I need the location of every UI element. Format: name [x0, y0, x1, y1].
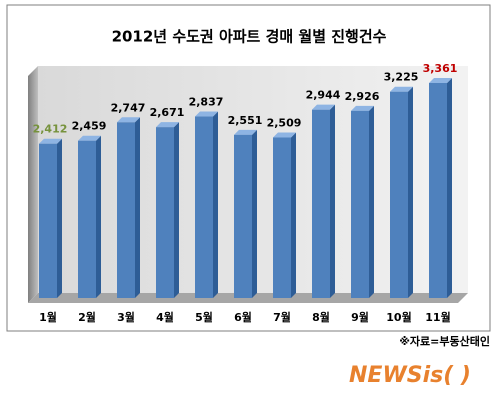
bar-top — [39, 138, 62, 144]
chart-title: 2012년 수도권 아파트 경매 월별 진행건수 — [112, 28, 387, 46]
bar-side — [135, 117, 140, 298]
value-label: 2,509 — [267, 117, 302, 130]
bar-side — [408, 86, 413, 298]
bar-top — [78, 135, 101, 141]
value-label: 2,671 — [150, 106, 185, 119]
bar — [351, 110, 369, 298]
value-label: 2,459 — [72, 120, 107, 133]
bar-top — [195, 111, 218, 117]
bar — [390, 91, 408, 298]
source-note: ※자료=부동산태인 — [399, 334, 490, 348]
bar — [273, 137, 291, 298]
x-tick-label: 7월 — [273, 310, 291, 324]
watermark: NEWSis( ) — [349, 363, 471, 388]
bar-side — [96, 135, 101, 298]
x-tick-label: 5월 — [195, 310, 213, 324]
bar-top — [390, 86, 413, 92]
bar-top — [117, 117, 140, 123]
bar-side — [369, 105, 374, 298]
value-label: 2,551 — [228, 114, 263, 127]
bar-side — [57, 138, 62, 298]
bar-side — [252, 129, 257, 298]
x-tick-label: 1월 — [39, 310, 57, 324]
side-wall — [28, 66, 38, 303]
bar-top — [156, 122, 179, 128]
bar — [312, 109, 330, 298]
bar — [117, 122, 135, 298]
bar-top — [273, 132, 296, 138]
value-label: 2,837 — [189, 96, 224, 109]
x-tick-label: 10월 — [386, 310, 411, 324]
bar-top — [351, 105, 374, 111]
bar-side — [330, 104, 335, 298]
bar-top — [429, 78, 452, 83]
bar-side — [174, 122, 179, 299]
bar — [429, 83, 447, 298]
bar — [156, 127, 174, 299]
value-label: 3,225 — [384, 71, 419, 84]
x-tick-label: 4월 — [156, 310, 174, 324]
value-label: 2,412 — [33, 123, 68, 136]
bar — [234, 134, 252, 298]
x-tick-label: 3월 — [117, 310, 135, 324]
value-label: 3,361 — [423, 62, 458, 75]
value-label: 2,944 — [306, 89, 341, 102]
value-label: 2,926 — [345, 90, 380, 103]
bar-side — [291, 132, 296, 298]
bar — [78, 140, 96, 298]
value-label: 2,747 — [111, 101, 146, 114]
x-tick-label: 6월 — [234, 310, 252, 324]
bar-side — [213, 111, 218, 299]
x-tick-label: 9월 — [351, 310, 369, 324]
bar-top — [234, 129, 257, 135]
bar — [39, 143, 57, 298]
x-tick-label: 11월 — [425, 310, 450, 324]
x-tick-label: 8월 — [312, 310, 330, 324]
x-tick-label: 2월 — [78, 310, 96, 324]
bar-top — [312, 104, 335, 110]
bar — [195, 116, 213, 299]
bar-side — [447, 78, 452, 298]
